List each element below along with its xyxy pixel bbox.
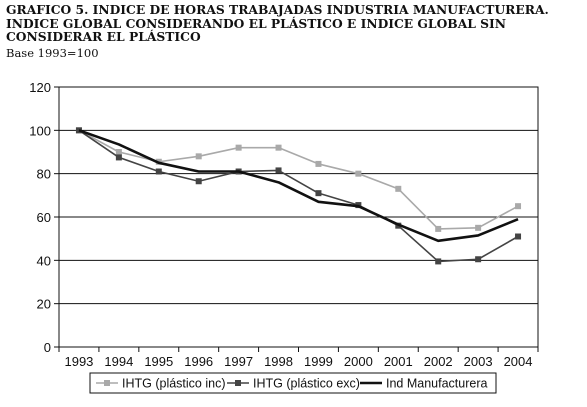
y-tick-label: 0 [44,340,51,355]
legend-entry-1: IHTG (plástico inc) [96,377,226,391]
data-point [235,144,242,151]
legend-box [89,372,497,394]
x-tick-label: 2000 [344,354,373,369]
data-point [435,225,442,232]
y-tick-label: 80 [37,167,51,182]
x-tick-label: 2003 [464,354,493,369]
data-point [115,149,122,155]
chart-title: GRAFICO 5. INDICE DE HORAS TRABAJADAS IN… [6,3,581,44]
data-point [115,154,122,161]
data-point [275,167,282,174]
legend-swatch-marker [104,380,110,386]
data-point [395,185,402,192]
data-point [315,160,322,167]
y-axis-tick-labels: 0 20 40 60 80 100 120 [29,80,59,355]
x-tick-label: 1993 [64,354,93,369]
data-point [475,256,482,263]
y-tick-label: 20 [37,297,51,312]
data-point [515,233,522,240]
series-line [78,129,519,243]
legend-label: IHTG (plástico inc) [122,377,226,391]
data-point [275,144,282,151]
x-tick-label: 2001 [384,354,413,369]
series-1 [75,127,522,232]
x-tick-label: 1999 [304,354,333,369]
chart-subtitle: Base 1993=100 [6,46,99,60]
y-tick-label: 60 [37,210,51,225]
series-2 [75,127,522,265]
x-tick-label: 1995 [144,354,173,369]
data-point [195,178,202,185]
x-tick-label: 2004 [504,354,533,369]
data-point [155,168,162,175]
x-tick-label: 1997 [224,354,253,369]
y-tick-label: 100 [29,123,51,138]
legend-swatch-marker [235,380,241,386]
chart-title-line-3: CONSIDERAR EL PLÁSTICO [6,29,201,44]
legend-entry-2: IHTG (plástico exc) [227,377,360,391]
legend-entry-3: Ind Manufacturera [360,377,487,391]
series-line [78,129,519,230]
data-point [195,153,202,160]
data-point [475,224,482,231]
x-tick-label: 1996 [184,354,213,369]
x-axis-tick-labels: 1993 1994 1995 1996 1997 1998 1999 2000 2001 2002… [58,347,539,369]
x-tick-label: 1998 [264,354,293,369]
legend: IHTG (plástico inc) IHTG (plástico exc) In… [89,372,497,394]
data-point [435,258,442,265]
legend-label: IHTG (plástico exc) [253,377,360,391]
data-point [75,127,82,134]
x-tick-label: 2002 [424,354,453,369]
series-lines [75,127,522,265]
series-line [78,129,519,263]
x-tick-label: 1994 [104,354,133,369]
y-tick-label: 40 [37,253,51,268]
chart-title-line-2: INDICE GLOBAL CONSIDERANDO EL PLÁSTICO E… [6,15,507,31]
legend-label: Ind Manufacturera [386,377,487,391]
data-point [315,190,322,197]
y-tick-label: 120 [29,80,51,95]
data-point [355,170,362,177]
series-3 [78,129,519,243]
data-point [515,203,522,210]
chart-title-line-1: GRAFICO 5. INDICE DE HORAS TRABAJADAS IN… [6,2,549,17]
